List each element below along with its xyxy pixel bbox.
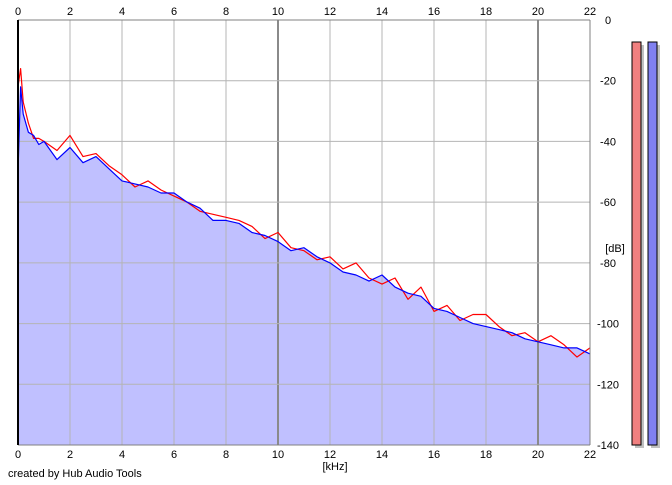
x-tick-label-bottom: 2 <box>67 449 73 461</box>
x-tick-label-bottom: 10 <box>272 449 284 461</box>
x-tick-label-top: 14 <box>376 6 388 18</box>
x-tick-label-bottom: 22 <box>584 449 596 461</box>
x-tick-label-bottom: 0 <box>15 449 21 461</box>
y-axis-label: [dB] <box>605 243 625 255</box>
x-tick-label-bottom: 18 <box>480 449 492 461</box>
y-tick-label: -100 <box>597 319 619 331</box>
y-tick-label: 0 <box>605 15 611 27</box>
level-meter-left <box>631 41 642 446</box>
y-tick-label: -140 <box>597 440 619 452</box>
x-tick-label-bottom: 20 <box>532 449 544 461</box>
y-tick-label: -40 <box>600 136 616 148</box>
x-tick-label-top: 20 <box>532 6 544 18</box>
y-tick-label: -120 <box>597 379 619 391</box>
x-tick-label-top: 2 <box>67 6 73 18</box>
x-axis-label: [kHz] <box>322 461 347 473</box>
y-tick-label: -80 <box>600 258 616 270</box>
x-tick-label-top: 4 <box>119 6 125 18</box>
y-tick-label: -60 <box>600 197 616 209</box>
series-line-2 <box>17 86 591 355</box>
credit-text: created by Hub Audio Tools <box>8 468 142 480</box>
x-tick-label-bottom: 12 <box>324 449 336 461</box>
x-tick-label-top: 12 <box>324 6 336 18</box>
x-tick-label-top: 6 <box>171 6 177 18</box>
x-tick-label-bottom: 8 <box>223 449 229 461</box>
x-tick-label-bottom: 16 <box>428 449 440 461</box>
x-tick-label-bottom: 6 <box>171 449 177 461</box>
x-tick-label-top: 10 <box>272 6 284 18</box>
y-tick-label: -20 <box>600 76 616 88</box>
x-tick-label-bottom: 14 <box>376 449 388 461</box>
x-tick-label-top: 16 <box>428 6 440 18</box>
x-tick-label-top: 22 <box>584 6 596 18</box>
x-tick-label-top: 18 <box>480 6 492 18</box>
spectrum-fill <box>18 86 590 446</box>
x-tick-label-top: 0 <box>15 6 21 18</box>
series-line-1 <box>17 68 591 358</box>
x-tick-label-top: 8 <box>223 6 229 18</box>
level-meter-right <box>647 41 658 446</box>
x-tick-label-bottom: 4 <box>119 449 125 461</box>
